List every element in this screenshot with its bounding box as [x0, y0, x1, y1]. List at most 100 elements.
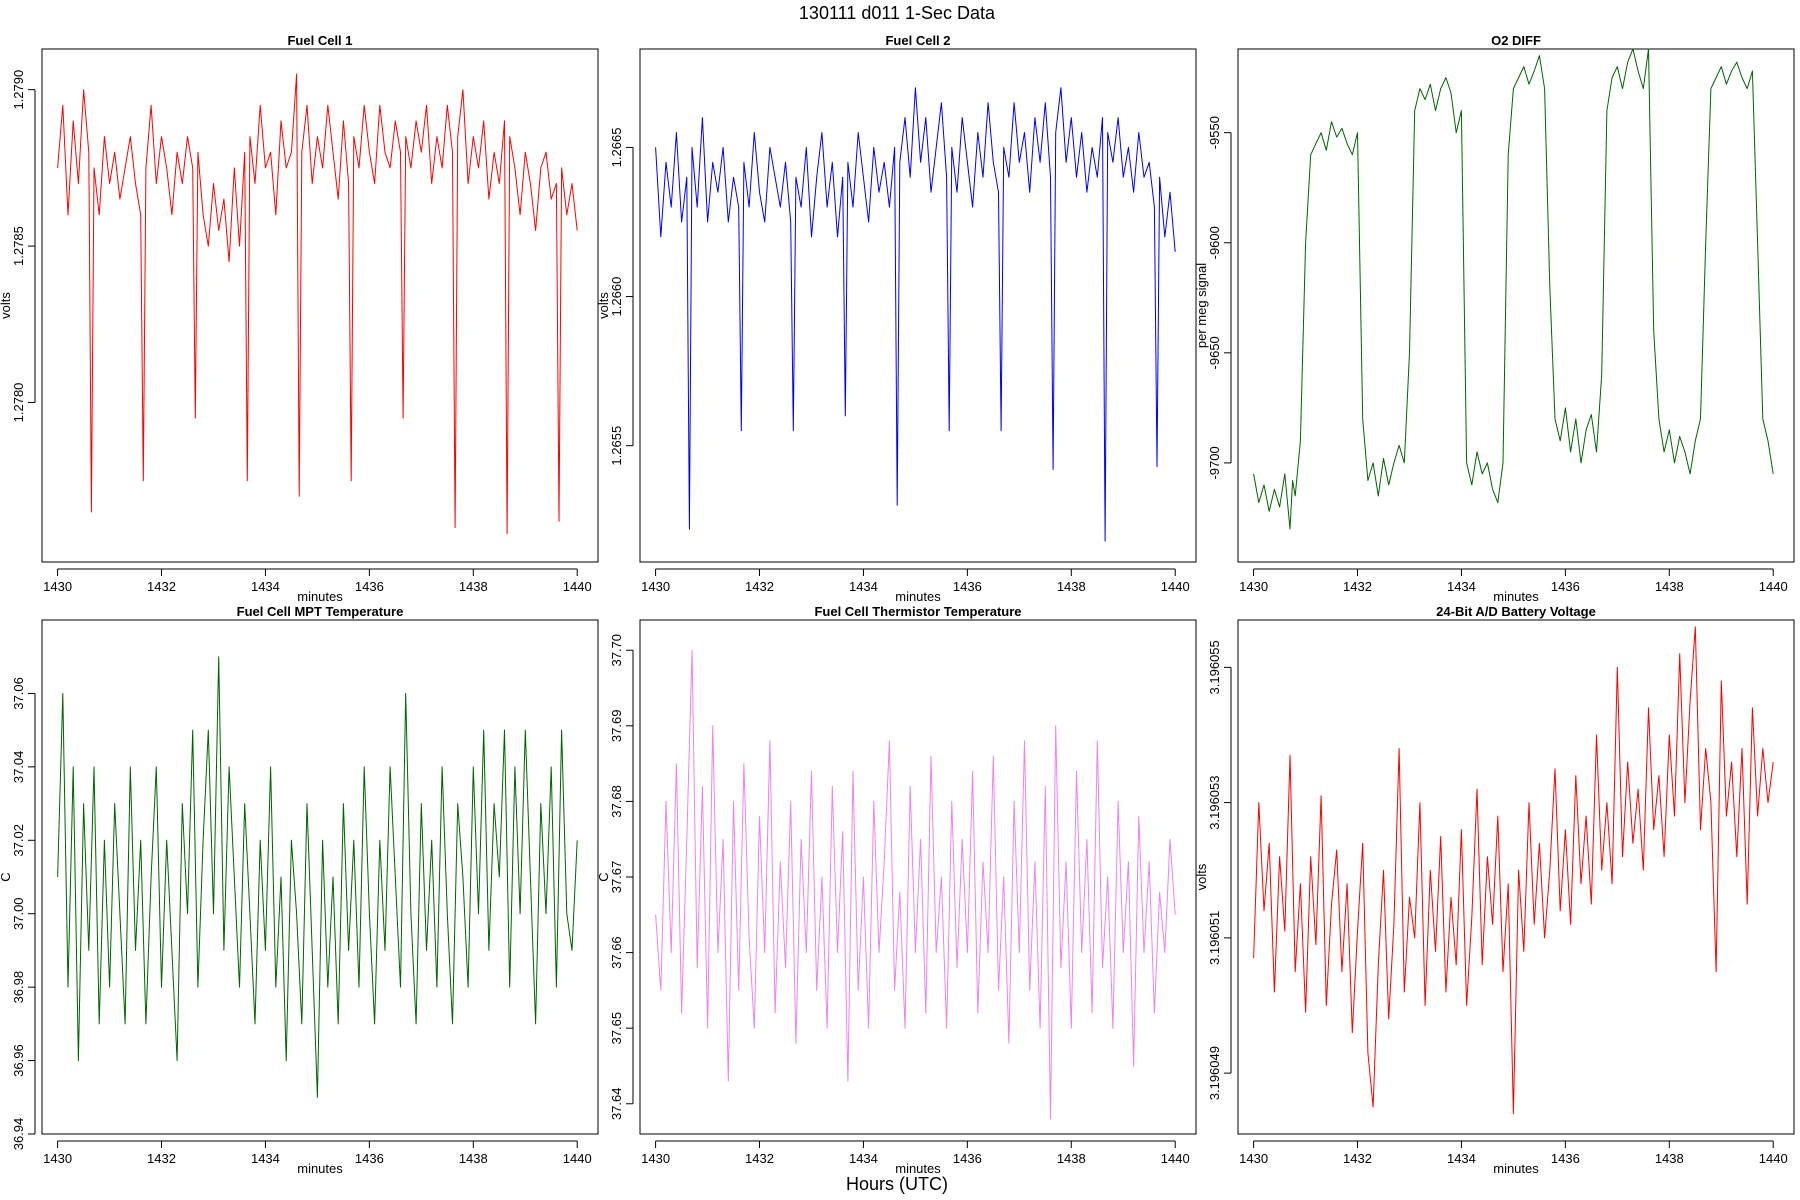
plot-frame — [1237, 619, 1795, 1135]
x-tick-label: 1432 — [147, 1151, 176, 1166]
y-tick-label: 3.196055 — [1207, 640, 1222, 694]
panel-title: Fuel Cell 2 — [885, 33, 950, 48]
x-tick-label: 1440 — [1759, 579, 1788, 594]
y-tick-label: -9550 — [1207, 116, 1222, 149]
plot-frame — [639, 619, 1197, 1135]
x-axis-label: minutes — [297, 1161, 343, 1176]
x-tick-label: 1430 — [1239, 579, 1268, 594]
y-tick-label: 36.98 — [11, 971, 26, 1004]
panel-title: Fuel Cell MPT Temperature — [237, 604, 404, 619]
x-tick-label: 1432 — [1343, 579, 1372, 594]
y-tick-label: 37.00 — [11, 897, 26, 930]
x-tick-label: 1440 — [563, 1151, 592, 1166]
y-tick-label: 3.196049 — [1207, 1046, 1222, 1100]
x-axis-label: minutes — [1493, 1161, 1539, 1176]
x-tick-label: 1430 — [641, 1151, 670, 1166]
series-line — [1253, 626, 1774, 1115]
chart-panel: 24-Bit A/D Battery Voltage 1430 1432 1434 14… — [1194, 604, 1795, 1176]
y-tick-label: 37.67 — [609, 861, 624, 894]
series-line — [57, 656, 578, 1098]
chart-panel: Fuel Cell Thermistor Temperature 1430 1432… — [596, 604, 1197, 1176]
x-tick-label: 1436 — [953, 1151, 982, 1166]
y-axis-label: C — [0, 872, 13, 881]
x-tick-label: 1438 — [1057, 579, 1086, 594]
series-line — [655, 87, 1176, 542]
panel-title: O2 DIFF — [1491, 33, 1541, 48]
chart-panels: Fuel Cell 1 1430 1432 1434 1436 1438 1440 minut… — [0, 33, 1795, 1176]
x-tick-label: 1432 — [1343, 1151, 1372, 1166]
plot-frame — [639, 48, 1197, 563]
x-tick-label: 1440 — [1759, 1151, 1788, 1166]
chart-panel: Fuel Cell 1 1430 1432 1434 1436 1438 1440 minut… — [0, 33, 599, 604]
x-tick-label: 1430 — [641, 579, 670, 594]
panel-title: Fuel Cell Thermistor Temperature — [814, 604, 1021, 619]
x-tick-label: 1434 — [849, 1151, 878, 1166]
x-tick-label: 1432 — [745, 579, 774, 594]
y-tick-label: -9700 — [1207, 446, 1222, 479]
x-axis-label: minutes — [1493, 589, 1539, 604]
y-tick-label: 37.69 — [609, 710, 624, 743]
y-axis-label: C — [596, 872, 611, 881]
y-tick-label: 37.65 — [609, 1012, 624, 1045]
y-tick-label: -9600 — [1207, 226, 1222, 259]
y-tick-label: 36.96 — [11, 1044, 26, 1077]
y-tick-label: 37.02 — [11, 824, 26, 857]
y-axis-label: volts — [596, 292, 611, 319]
x-tick-label: 1430 — [43, 579, 72, 594]
y-tick-label: 1.2790 — [11, 70, 26, 110]
series-line — [655, 649, 1176, 1120]
x-tick-label: 1430 — [43, 1151, 72, 1166]
y-axis-label: volts — [0, 292, 13, 319]
x-tick-label: 1436 — [1551, 1151, 1580, 1166]
y-tick-label: 1.2780 — [11, 383, 26, 423]
x-axis-label: minutes — [895, 589, 941, 604]
y-axis-label: per meg signal — [1194, 263, 1209, 348]
x-tick-label: 1438 — [1057, 1151, 1086, 1166]
x-tick-label: 1434 — [849, 579, 878, 594]
x-tick-label: 1438 — [1655, 1151, 1684, 1166]
x-tick-label: 1436 — [1551, 579, 1580, 594]
x-tick-label: 1438 — [459, 579, 488, 594]
x-tick-label: 1440 — [1161, 579, 1190, 594]
x-tick-label: 1438 — [459, 1151, 488, 1166]
figure-footer-label: Hours (UTC) — [846, 1174, 948, 1194]
chart-panel: Fuel Cell 2 1430 1432 1434 1436 1438 1440 minut… — [596, 33, 1197, 604]
y-tick-label: 3.196051 — [1207, 911, 1222, 965]
y-tick-label: 37.06 — [11, 677, 26, 710]
x-tick-label: 1436 — [355, 579, 384, 594]
x-tick-label: 1432 — [147, 579, 176, 594]
series-line — [1253, 48, 1774, 530]
x-tick-label: 1434 — [251, 1151, 280, 1166]
chart-panel: O2 DIFF 1430 1432 1434 1436 1438 1440 minutes -9… — [1194, 33, 1795, 604]
plot-frame — [41, 619, 599, 1135]
y-tick-label: 3.196053 — [1207, 775, 1222, 829]
x-tick-label: 1434 — [1447, 1151, 1476, 1166]
x-tick-label: 1436 — [953, 579, 982, 594]
series-line — [57, 73, 578, 535]
x-axis-label: minutes — [895, 1161, 941, 1176]
y-tick-label: 37.68 — [609, 785, 624, 818]
y-tick-label: 37.70 — [609, 634, 624, 667]
y-tick-label: 1.2665 — [609, 128, 624, 168]
y-tick-label: 1.2655 — [609, 426, 624, 466]
x-tick-label: 1430 — [1239, 1151, 1268, 1166]
y-tick-label: 37.66 — [609, 936, 624, 969]
plot-frame — [41, 48, 599, 563]
panel-title: Fuel Cell 1 — [287, 33, 352, 48]
x-tick-label: 1436 — [355, 1151, 384, 1166]
chart-panel: Fuel Cell MPT Temperature 1430 1432 1434 143… — [0, 604, 599, 1176]
panel-title: 24-Bit A/D Battery Voltage — [1436, 604, 1596, 619]
x-tick-label: 1440 — [563, 579, 592, 594]
x-tick-label: 1440 — [1161, 1151, 1190, 1166]
y-tick-label: 37.04 — [11, 751, 26, 784]
x-tick-label: 1432 — [745, 1151, 774, 1166]
plot-frame — [1237, 48, 1795, 563]
x-tick-label: 1438 — [1655, 579, 1684, 594]
y-tick-label: 1.2660 — [609, 277, 624, 317]
y-tick-label: 1.2785 — [11, 226, 26, 266]
x-tick-label: 1434 — [251, 579, 280, 594]
x-tick-label: 1434 — [1447, 579, 1476, 594]
x-axis-label: minutes — [297, 589, 343, 604]
y-axis-label: volts — [1194, 863, 1209, 890]
